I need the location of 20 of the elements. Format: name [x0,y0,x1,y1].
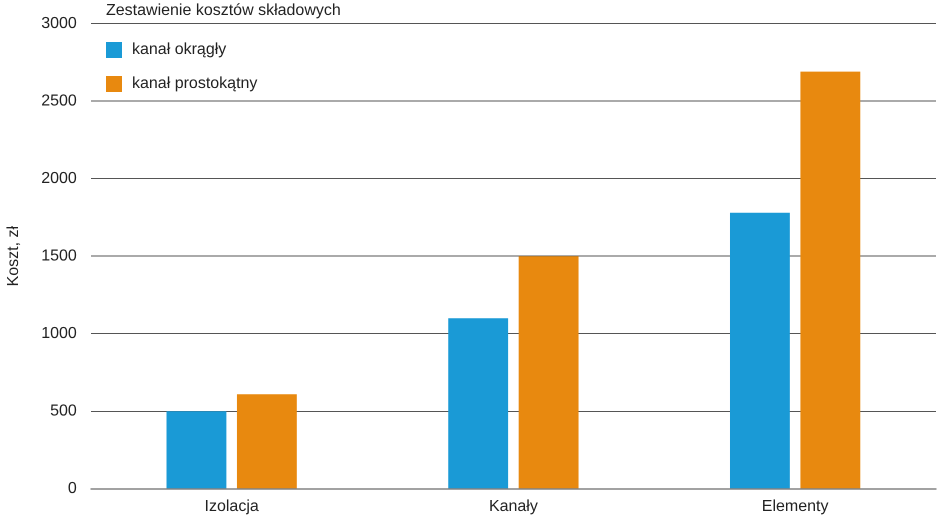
y-tick-label: 2500 [41,92,77,110]
y-tick-label: 1000 [41,325,77,342]
y-tick-label: 0 [68,480,77,498]
bar [800,72,860,488]
bar [518,256,579,488]
y-tick-label: 500 [50,402,77,420]
y-tick-label: 1500 [41,248,77,265]
legend-label: kanał okrągły [132,41,226,59]
x-tick-label: Elementy [762,498,828,515]
x-tick-label: Izolacja [204,498,259,515]
bar [448,318,508,488]
bar [236,394,297,488]
y-axis-title: Koszt, zł [5,226,22,286]
y-tick-label: 2000 [41,170,77,188]
legend-label: kanał prostokątny [132,75,258,93]
bar [730,212,790,488]
bar [166,411,226,488]
x-tick-label: Kanały [488,498,538,515]
chart-title: Zestawienie kosztów składowych [106,2,341,20]
y-tick-label: 3000 [41,15,77,32]
